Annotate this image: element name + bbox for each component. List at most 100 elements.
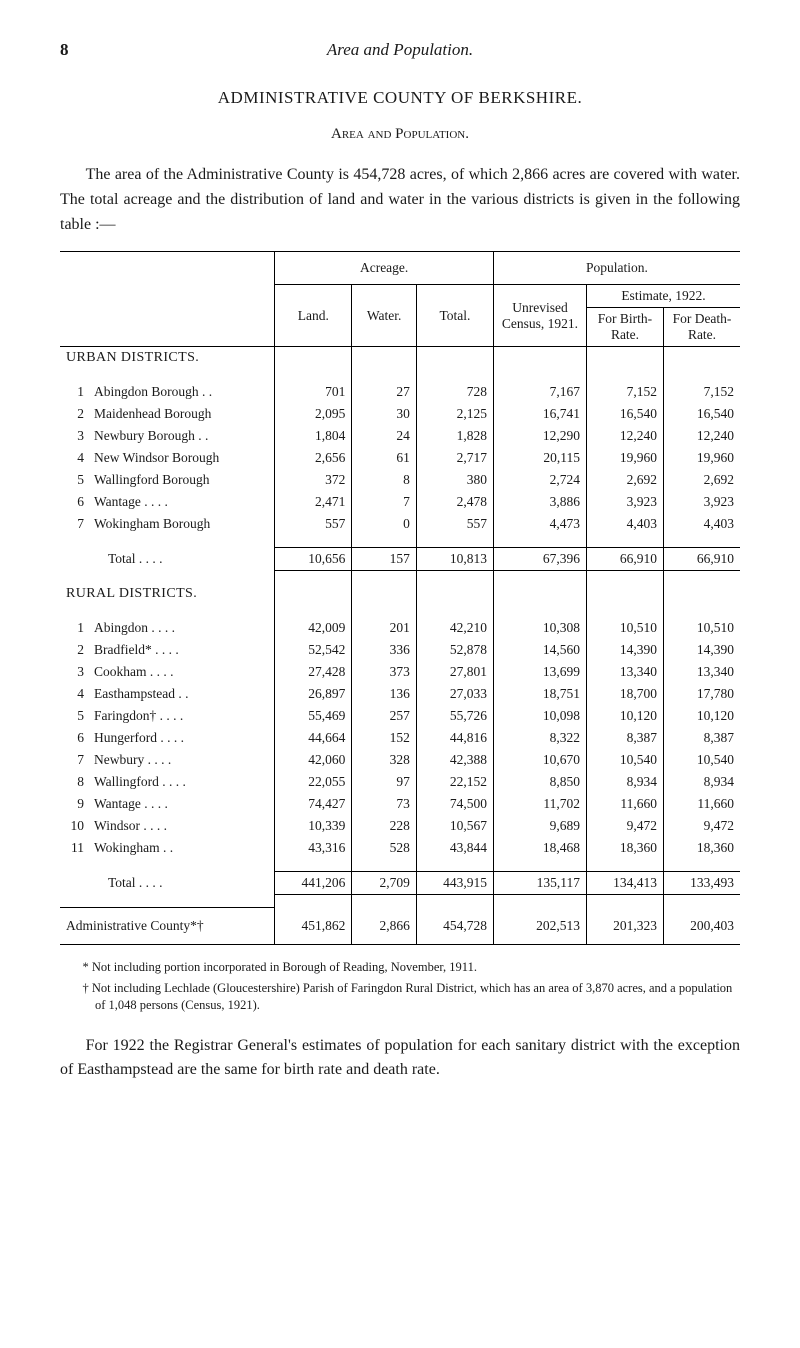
footnotes: * Not including portion incorporated in … xyxy=(70,959,740,1014)
row-birth: 2,692 xyxy=(587,469,664,491)
row-total: 43,844 xyxy=(416,837,493,859)
population-header: Population. xyxy=(494,252,741,285)
row-land: 52,542 xyxy=(275,639,352,661)
rural-section-label: RURAL DISTRICTS. xyxy=(60,583,275,605)
urban-total-birth: 66,910 xyxy=(587,548,664,571)
row-total: 1,828 xyxy=(416,425,493,447)
row-water: 528 xyxy=(352,837,416,859)
row-birth: 18,700 xyxy=(587,683,664,705)
row-census: 14,560 xyxy=(494,639,587,661)
row-birth: 13,340 xyxy=(587,661,664,683)
sub-title: Area and Population. xyxy=(60,126,740,143)
row-index: 4 xyxy=(60,683,88,705)
row-name: Bradfield* . . . . xyxy=(88,639,275,661)
urban-total-census: 67,396 xyxy=(494,548,587,571)
row-total: 557 xyxy=(416,513,493,535)
row-land: 22,055 xyxy=(275,771,352,793)
footnote-star: * Not including portion incorporated in … xyxy=(70,959,740,976)
row-index: 5 xyxy=(60,469,88,491)
row-water: 30 xyxy=(352,403,416,425)
table-row: 3Cookham . . . .27,42837327,80113,69913,… xyxy=(60,661,740,683)
rural-total-death: 133,493 xyxy=(664,872,741,895)
row-total: 74,500 xyxy=(416,793,493,815)
table-row: 1Abingdon Borough . .701277287,1677,1527… xyxy=(60,381,740,403)
document-page: 8 Area and Population. ADMINISTRATIVE CO… xyxy=(0,0,800,1149)
row-land: 2,656 xyxy=(275,447,352,469)
row-water: 61 xyxy=(352,447,416,469)
row-index: 5 xyxy=(60,705,88,727)
page-number: 8 xyxy=(60,40,100,60)
death-rate-header: For Death- Rate. xyxy=(664,308,741,347)
row-census: 18,751 xyxy=(494,683,587,705)
intro-paragraph: The area of the Administrative County is… xyxy=(60,163,740,237)
row-water: 257 xyxy=(352,705,416,727)
row-index: 3 xyxy=(60,661,88,683)
header-line: 8 Area and Population. xyxy=(60,40,740,60)
row-census: 2,724 xyxy=(494,469,587,491)
row-land: 557 xyxy=(275,513,352,535)
row-index: 2 xyxy=(60,639,88,661)
row-name: Hungerford . . . . xyxy=(88,727,275,749)
row-water: 336 xyxy=(352,639,416,661)
census-header: Unrevised Census, 1921. xyxy=(494,285,587,347)
row-census: 11,702 xyxy=(494,793,587,815)
row-total: 728 xyxy=(416,381,493,403)
table-row: 6Wantage . . . .2,47172,4783,8863,9233,9… xyxy=(60,491,740,513)
row-death: 14,390 xyxy=(664,639,741,661)
estimate-header: Estimate, 1922. xyxy=(587,285,741,308)
row-land: 44,664 xyxy=(275,727,352,749)
row-birth: 19,960 xyxy=(587,447,664,469)
table-row: 9Wantage . . . .74,4277374,50011,70211,6… xyxy=(60,793,740,815)
admin-birth: 201,323 xyxy=(587,907,664,944)
urban-total-death: 66,910 xyxy=(664,548,741,571)
row-name: New Windsor Borough xyxy=(88,447,275,469)
table-row: 1Abingdon . . . .42,00920142,21010,30810… xyxy=(60,617,740,639)
row-index: 8 xyxy=(60,771,88,793)
row-name: Maidenhead Borough xyxy=(88,403,275,425)
row-total: 2,717 xyxy=(416,447,493,469)
water-header: Water. xyxy=(352,285,416,347)
urban-total-total: 10,813 xyxy=(416,548,493,571)
row-death: 9,472 xyxy=(664,815,741,837)
row-death: 18,360 xyxy=(664,837,741,859)
row-death: 10,120 xyxy=(664,705,741,727)
admin-county-label: Administrative County*† xyxy=(60,907,275,944)
row-land: 2,471 xyxy=(275,491,352,513)
row-land: 42,009 xyxy=(275,617,352,639)
row-total: 27,033 xyxy=(416,683,493,705)
row-name: Newbury Borough . . xyxy=(88,425,275,447)
row-land: 27,428 xyxy=(275,661,352,683)
row-land: 43,316 xyxy=(275,837,352,859)
row-total: 27,801 xyxy=(416,661,493,683)
row-total: 42,210 xyxy=(416,617,493,639)
row-name: Newbury . . . . xyxy=(88,749,275,771)
row-land: 74,427 xyxy=(275,793,352,815)
row-total: 2,125 xyxy=(416,403,493,425)
row-death: 12,240 xyxy=(664,425,741,447)
acreage-header: Acreage. xyxy=(275,252,494,285)
running-title: Area and Population. xyxy=(100,40,740,60)
birth-rate-header: For Birth- Rate. xyxy=(587,308,664,347)
urban-total-land: 10,656 xyxy=(275,548,352,571)
row-total: 55,726 xyxy=(416,705,493,727)
row-name: Wokingham . . xyxy=(88,837,275,859)
row-name: Cookham . . . . xyxy=(88,661,275,683)
admin-total: 454,728 xyxy=(416,907,493,944)
row-land: 1,804 xyxy=(275,425,352,447)
row-death: 7,152 xyxy=(664,381,741,403)
row-land: 2,095 xyxy=(275,403,352,425)
main-title: ADMINISTRATIVE COUNTY OF BERKSHIRE. xyxy=(60,88,740,108)
row-death: 2,692 xyxy=(664,469,741,491)
row-name: Wantage . . . . xyxy=(88,491,275,513)
row-water: 8 xyxy=(352,469,416,491)
row-water: 27 xyxy=(352,381,416,403)
row-name: Abingdon Borough . . xyxy=(88,381,275,403)
row-census: 13,699 xyxy=(494,661,587,683)
row-index: 6 xyxy=(60,491,88,513)
admin-death: 200,403 xyxy=(664,907,741,944)
row-total: 10,567 xyxy=(416,815,493,837)
row-birth: 10,120 xyxy=(587,705,664,727)
row-death: 16,540 xyxy=(664,403,741,425)
row-birth: 7,152 xyxy=(587,381,664,403)
land-header: Land. xyxy=(275,285,352,347)
